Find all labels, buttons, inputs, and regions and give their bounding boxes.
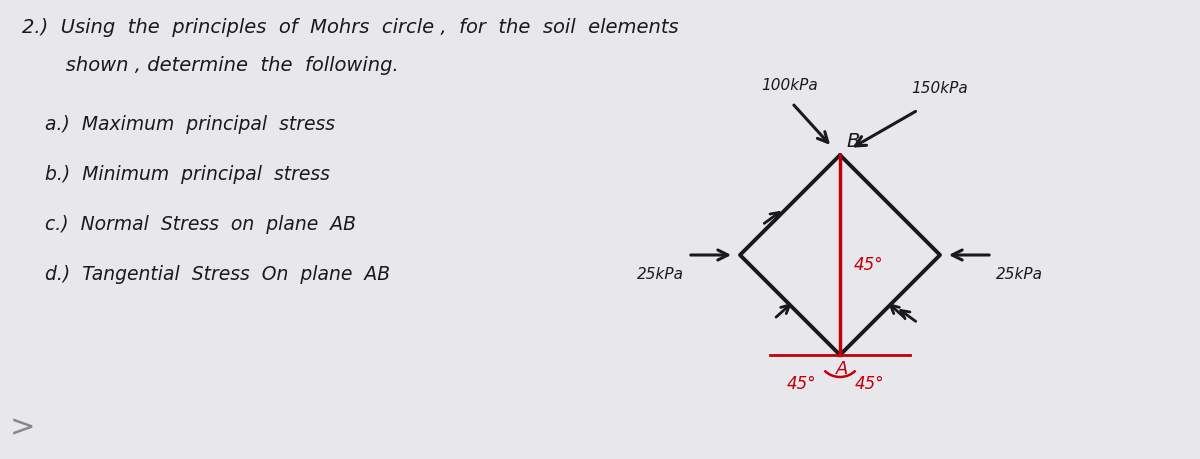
Text: 45°: 45°	[856, 375, 884, 393]
Text: a.)  Maximum  principal  stress: a.) Maximum principal stress	[46, 115, 335, 134]
Text: A: A	[836, 360, 848, 378]
Text: 45°: 45°	[787, 375, 817, 393]
Text: c.)  Normal  Stress  on  plane  AB: c.) Normal Stress on plane AB	[46, 215, 356, 234]
Text: 2.)  Using  the  principles  of  Mohrs  circle ,  for  the  soil  elements: 2.) Using the principles of Mohrs circle…	[22, 18, 679, 37]
Text: 45°: 45°	[854, 256, 883, 274]
Text: 150kPa: 150kPa	[912, 81, 968, 96]
Text: d.)  Tangential  Stress  On  plane  AB: d.) Tangential Stress On plane AB	[46, 265, 390, 284]
Text: B: B	[846, 132, 859, 151]
Text: 25kPa: 25kPa	[637, 267, 684, 282]
Text: b.)  Minimum  principal  stress: b.) Minimum principal stress	[46, 165, 330, 184]
Text: >: >	[10, 414, 36, 442]
Text: 100kPa: 100kPa	[762, 78, 818, 93]
Text: shown , determine  the  following.: shown , determine the following.	[22, 56, 398, 75]
Text: 25kPa: 25kPa	[996, 267, 1043, 282]
